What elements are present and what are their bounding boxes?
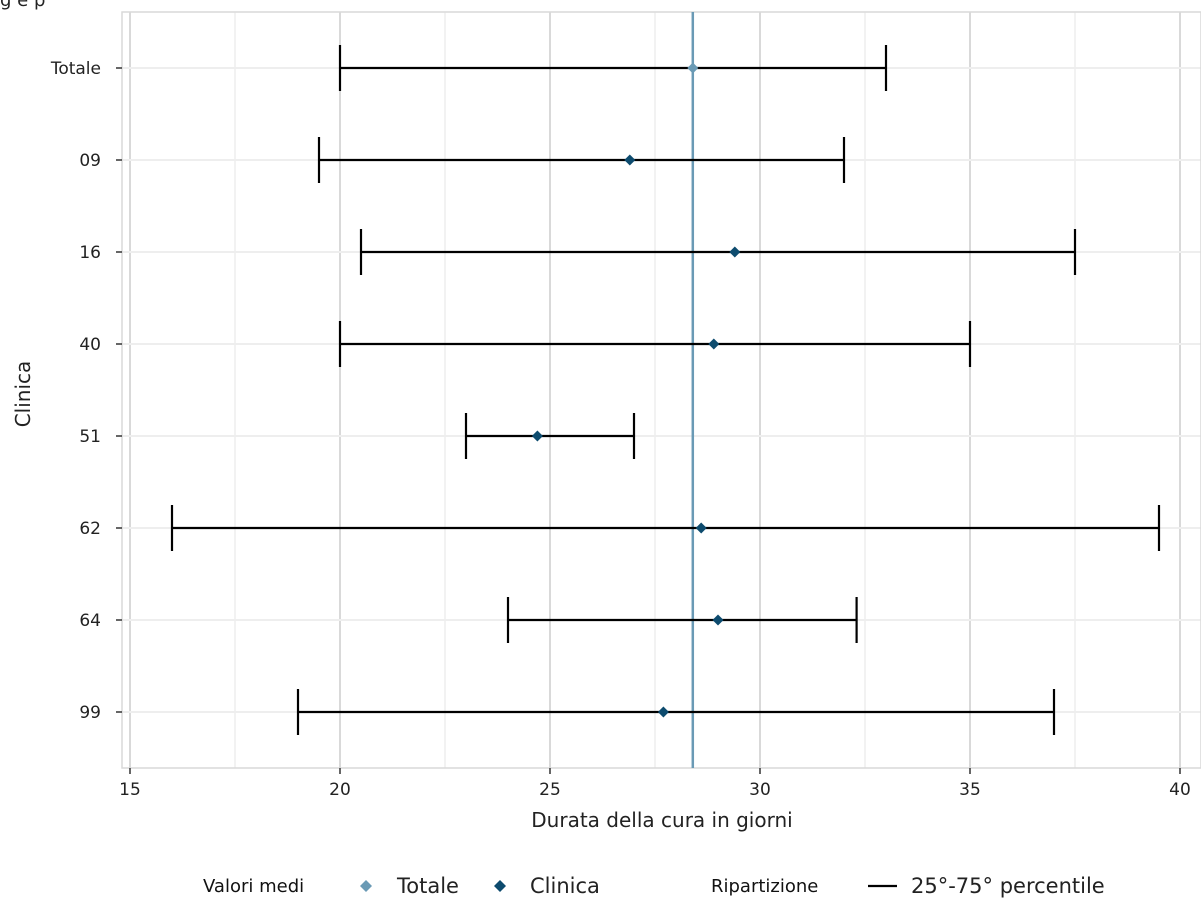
x-tick-label: 25 xyxy=(539,780,561,800)
legend-means-title: Valori medi xyxy=(203,876,304,897)
mean-marker-99 xyxy=(657,706,669,718)
x-axis-ticks: 15 20 25 30 35 40 xyxy=(119,768,1191,800)
mean-marker-62 xyxy=(695,522,707,534)
mean-marker-09 xyxy=(624,154,636,166)
y-tick-label: 09 xyxy=(79,151,101,171)
legend-range-title: Ripartizione xyxy=(711,876,818,897)
legend-clinic-marker xyxy=(494,880,506,892)
y-tick-label: 62 xyxy=(79,519,101,539)
x-tick-label: 15 xyxy=(119,780,141,800)
grid xyxy=(122,12,1201,768)
y-tick-label: Totale xyxy=(50,59,101,79)
x-axis-title: Durata della cura in giorni xyxy=(531,808,792,832)
x-tick-label: 40 xyxy=(1169,780,1191,800)
mean-marker-16 xyxy=(729,246,741,258)
error-bar-64 xyxy=(506,597,858,643)
error-bar-16 xyxy=(359,229,1077,275)
mean-marker-64 xyxy=(712,614,724,626)
error-bar-62 xyxy=(170,505,1161,551)
error-bar-51 xyxy=(464,413,636,459)
y-tick-label: 16 xyxy=(79,243,101,263)
error-bars xyxy=(170,45,1161,735)
mean-marker-51 xyxy=(531,430,543,442)
legend-clinic-label: Clinica xyxy=(530,874,600,898)
mean-marker-totale xyxy=(687,62,699,74)
y-tick-label: 99 xyxy=(79,703,101,723)
x-tick-label: 30 xyxy=(749,780,771,800)
mean-marker-40 xyxy=(708,338,720,350)
y-tick-label: 64 xyxy=(79,611,101,631)
error-bar-40 xyxy=(338,321,972,367)
legend-total-label: Totale xyxy=(396,874,459,898)
plot-border xyxy=(121,11,1201,769)
mean-points xyxy=(531,62,741,718)
y-axis-ticks: Totale 09 16 40 51 62 64 99 xyxy=(50,59,122,723)
error-bar-99 xyxy=(296,689,1056,735)
x-tick-label: 20 xyxy=(329,780,351,800)
y-tick-label: 40 xyxy=(79,335,101,355)
y-axis-title: Clinica xyxy=(11,361,35,428)
plot-frame xyxy=(121,11,1201,769)
legend: Valori medi Totale Clinica Ripartizione … xyxy=(203,874,1105,898)
error-bar-09 xyxy=(317,137,846,183)
legend-total-marker xyxy=(360,880,372,892)
error-bar-totale xyxy=(338,45,888,91)
legend-range-label: 25°-75° percentile xyxy=(911,874,1105,898)
x-tick-label: 35 xyxy=(959,780,981,800)
partial-top-text: g e p xyxy=(0,0,45,11)
y-tick-label: 51 xyxy=(79,427,101,447)
